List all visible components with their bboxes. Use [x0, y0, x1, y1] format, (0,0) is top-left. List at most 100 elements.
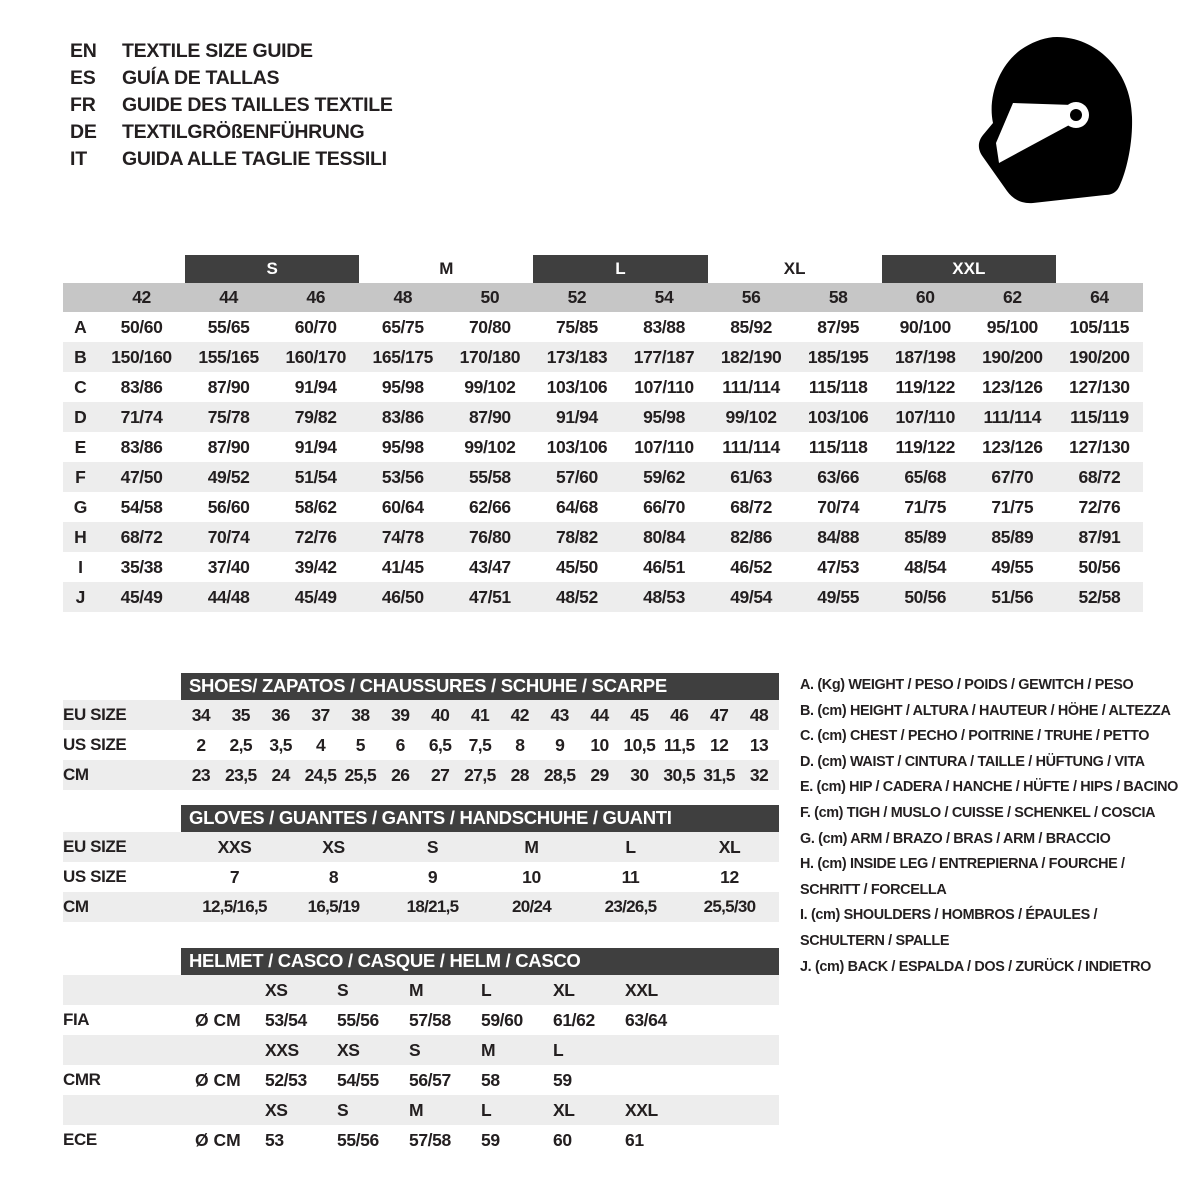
gloves-row: EU SIZE XXS XS S M L XL [63, 832, 779, 862]
helmet-value-cell: 59 [553, 1069, 572, 1090]
helmet-value-cell: 57/58 [409, 1009, 451, 1030]
title-language-code: IT [70, 148, 87, 170]
row-label: B [74, 346, 87, 367]
table-cell: 78/82 [556, 526, 598, 547]
table-cell: 87/91 [1078, 526, 1121, 547]
table-cell: 127/130 [1069, 376, 1130, 397]
gloves-row-label: CM [63, 897, 89, 916]
table-cell: 68/72 [120, 526, 163, 547]
helmet-size-cell: XS [265, 979, 288, 1000]
gloves-cell: 18/21,5 [406, 897, 460, 916]
gloves-cell: XXS [217, 836, 252, 857]
table-cell: 95/100 [986, 316, 1039, 337]
legend-line: A. (Kg) WEIGHT / PESO / POIDS / GEWITCH … [800, 677, 1134, 693]
helmet-size-cell: XS [337, 1039, 360, 1060]
table-cell: 60/70 [294, 316, 337, 337]
table-cell: 115/119 [1070, 406, 1129, 427]
table-row: G 54/58 56/60 58/62 60/64 62/66 64/68 66/70 68/7… [63, 492, 1143, 522]
table-row: F 47/50 49/52 51/54 53/56 55/58 57/60 59/62 61/6… [63, 462, 1143, 492]
column-header: 62 [1002, 287, 1022, 307]
shoes-cell: 38 [351, 704, 370, 725]
table-cell: 72/76 [294, 526, 337, 547]
table-cell: 127/130 [1069, 436, 1130, 457]
table-cell: 48/53 [643, 586, 685, 607]
table-cell: 95/98 [381, 436, 424, 457]
table-cell: 91/94 [556, 406, 598, 427]
row-label: F [75, 466, 86, 487]
table-cell: 50/56 [904, 586, 947, 607]
shoes-row: EU SIZE 34 35 36 37 38 39 40 41 42 43 44 45 46 47 48 [63, 700, 779, 730]
table-cell: 87/95 [817, 316, 860, 337]
table-cell: 62/66 [468, 496, 511, 517]
table-cell: 47/50 [120, 466, 163, 487]
helmet-size-cell: XXS [265, 1039, 299, 1060]
table-cell: 49/54 [730, 586, 772, 607]
table-cell: 95/98 [381, 376, 424, 397]
title-language-text: GUÍA DE TALLAS [122, 67, 280, 89]
table-cell: 150/160 [111, 346, 172, 367]
textile-measurement-table: S M L XL XXL 42 44 46 48 50 52 54 56 58 60 62 64 A 50/60… [63, 255, 1143, 612]
table-cell: 187/198 [895, 346, 956, 367]
gloves-row-label: US SIZE [63, 867, 127, 886]
size-band-s: S [185, 255, 360, 283]
table-cell: 119/122 [895, 376, 955, 397]
table-cell: 165/175 [372, 346, 434, 367]
helmet-size-cell: XL [553, 979, 575, 1000]
gloves-cell: XS [322, 836, 345, 857]
shoes-cell: 10,5 [623, 734, 656, 755]
helmet-value-cell: 53/54 [265, 1009, 307, 1030]
table-cell: 85/92 [730, 316, 772, 337]
shoes-cell: 29 [590, 764, 609, 785]
size-band-xxl: XXL [881, 255, 1056, 283]
table-cell: 87/90 [468, 406, 511, 427]
table-cell: 58/62 [294, 496, 337, 517]
title-line: ES GUÍA DE TALLAS [70, 67, 393, 94]
racing-helmet-icon [975, 35, 1135, 210]
table-row: C 83/86 87/90 91/94 95/98 99/102 103/106 107/11… [63, 372, 1143, 402]
row-label: H [74, 526, 87, 547]
column-header: 58 [828, 287, 848, 307]
shoes-cell: 12 [709, 734, 729, 755]
helmet-unit-spacer [181, 980, 265, 1001]
table-cell: 83/86 [120, 436, 163, 457]
table-cell: 55/58 [468, 466, 511, 487]
table-cell: 63/66 [817, 466, 860, 487]
size-band-row: S M L XL XXL [63, 255, 1143, 283]
table-cell: 39/42 [294, 556, 337, 577]
shoes-cell: 32 [749, 764, 769, 785]
shoes-cell: 3,5 [269, 734, 292, 755]
table-cell: 75/78 [207, 406, 250, 427]
measurement-legend: A. (Kg) WEIGHT / PESO / POIDS / GEWITCH … [800, 673, 1180, 980]
table-cell: 91/94 [294, 376, 337, 397]
table-cell: 46/51 [643, 556, 685, 577]
helmet-value-cell: 56/57 [409, 1069, 451, 1090]
shoes-row-label: US SIZE [63, 735, 127, 754]
helmet-value-cell: 59/60 [481, 1009, 523, 1030]
table-cell: 87/90 [207, 436, 250, 457]
shoes-cell: 44 [590, 704, 609, 725]
table-row: J 45/49 44/48 45/49 46/50 47/51 48/52 48/53 49/5… [63, 582, 1143, 612]
table-cell: 83/86 [120, 376, 163, 397]
title-language-text: TEXTILE SIZE GUIDE [122, 40, 313, 62]
table-cell: 190/200 [982, 346, 1043, 367]
table-cell: 49/55 [991, 556, 1034, 577]
title-language-text: GUIDE DES TAILLES TEXTILE [122, 94, 393, 116]
table-cell: 83/88 [643, 316, 685, 337]
gloves-cell: 23/26,5 [604, 897, 658, 916]
shoes-table-title: SHOES/ ZAPATOS / CHAUSSURES / SCHUHE / S… [181, 673, 779, 700]
table-cell: 99/102 [464, 376, 516, 397]
helmet-unit-label: Ø CM [195, 1009, 241, 1030]
shoes-row: US SIZE 2 2,5 3,5 4 5 6 6,5 7,5 8 9 10 10,5 11,5 12 13 [63, 730, 779, 760]
table-cell: 50/56 [1078, 556, 1121, 577]
shoes-row-label: CM [63, 765, 89, 784]
helmet-table: HELMET / CASCO / CASQUE / HELM / CASCO X… [63, 948, 779, 1155]
table-cell: 68/72 [730, 496, 772, 517]
table-cell: 99/102 [464, 436, 516, 457]
gloves-row-label: EU SIZE [63, 837, 127, 856]
table-cell: 80/84 [643, 526, 685, 547]
helmet-value-cell: 59 [481, 1129, 500, 1150]
legend-line: SCHRITT / FORCELLA [800, 881, 947, 898]
table-cell: 155/165 [198, 346, 259, 367]
helmet-size-cell: XXL [625, 979, 658, 1000]
column-header: 60 [915, 287, 935, 307]
